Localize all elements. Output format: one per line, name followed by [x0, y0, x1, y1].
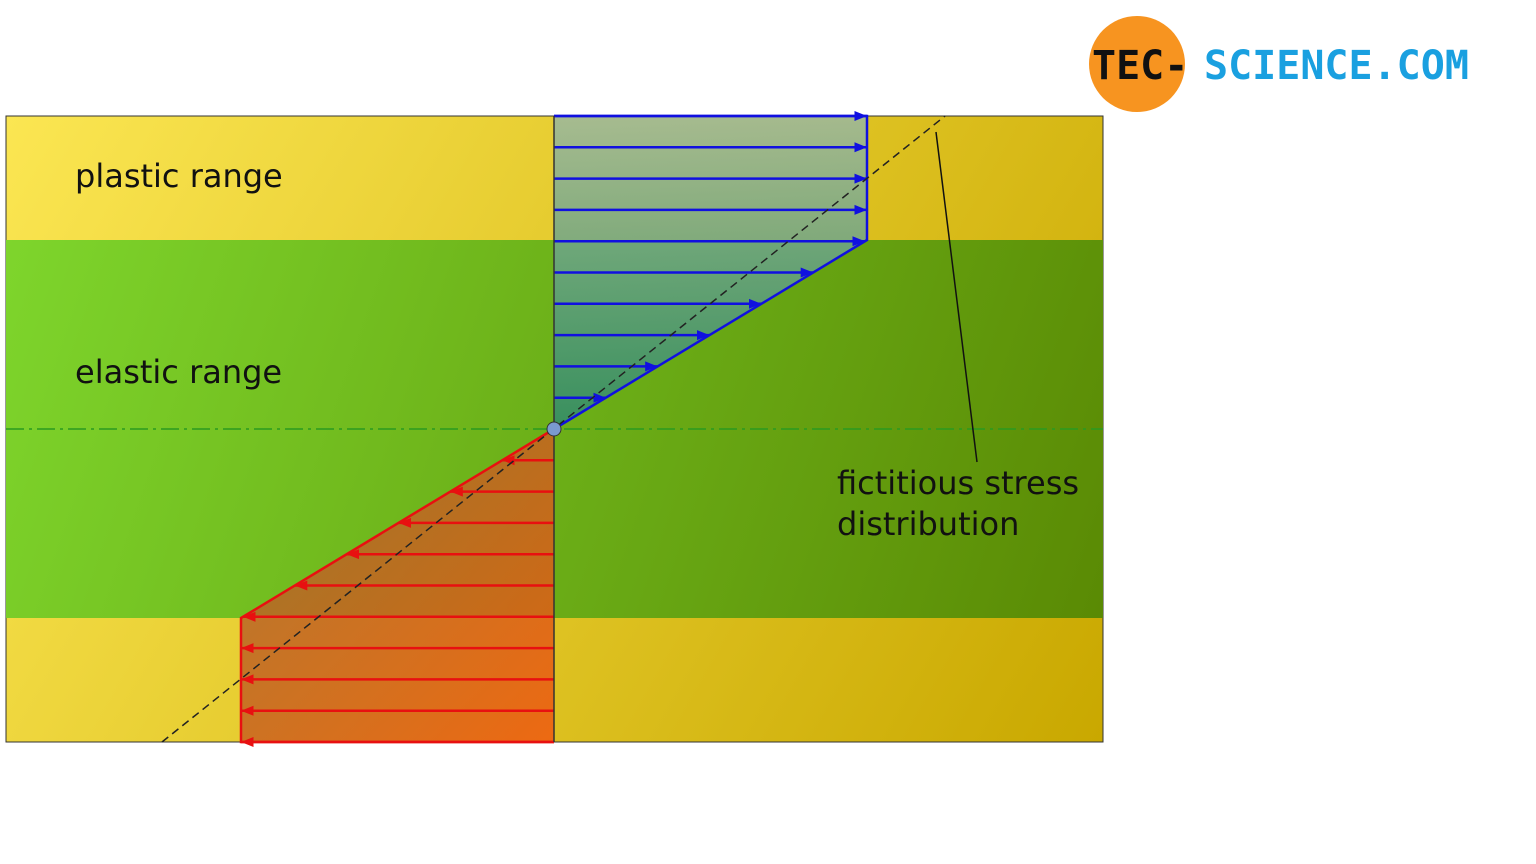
compression-outline	[239, 427, 555, 744]
label: fictitious stress	[837, 464, 1079, 502]
neutral-point	[546, 421, 562, 437]
label: plastic range	[75, 157, 283, 195]
label: elastic range	[75, 353, 282, 391]
logo-left: TEC-	[1092, 43, 1188, 89]
logo: TEC- SCIENCE.COM	[1089, 16, 1469, 112]
logo-right: SCIENCE.COM	[1204, 43, 1469, 89]
pointer	[935, 131, 978, 463]
label: distribution	[837, 505, 1019, 543]
